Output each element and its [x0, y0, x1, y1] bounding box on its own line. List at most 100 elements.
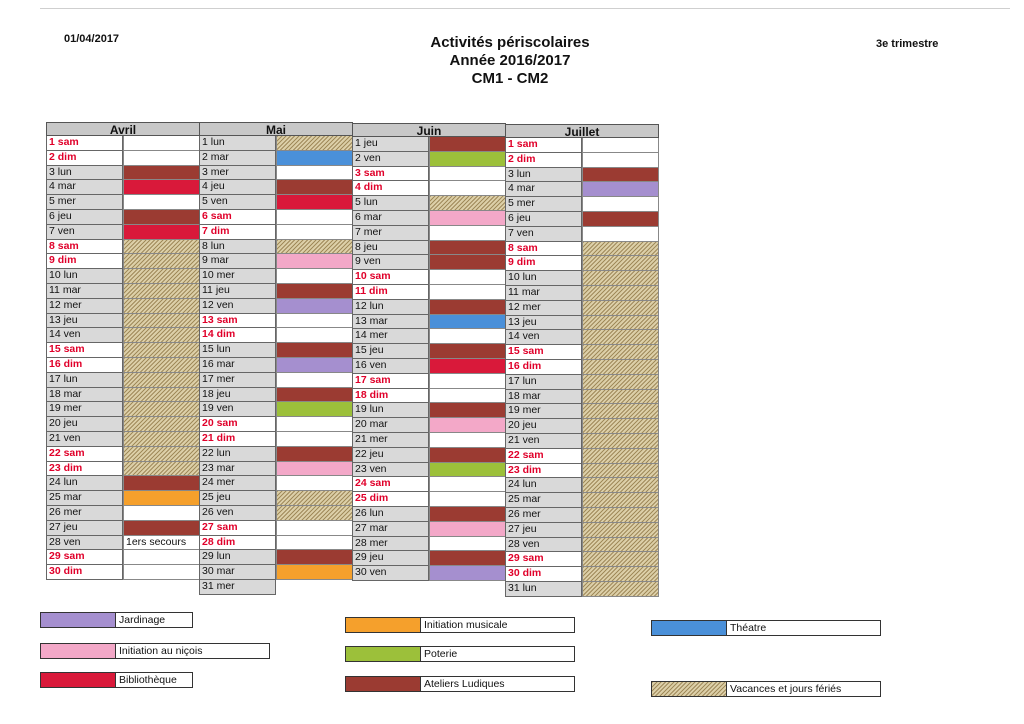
day-row: 3 lun — [505, 167, 659, 183]
legend-label-nicois: Initiation au niçois — [116, 643, 270, 659]
activity-cell — [276, 195, 353, 210]
activity-cell — [429, 447, 506, 463]
day-label: 11 mar — [46, 283, 123, 299]
day-row: 11 mar — [46, 283, 200, 299]
day-label: 5 ven — [199, 195, 276, 210]
legend-label-vacances: Vacances et jours fériés — [727, 681, 881, 697]
activity-cell — [582, 300, 659, 316]
day-row: 27 jeu — [505, 522, 659, 538]
day-row: 2 ven — [352, 151, 506, 167]
day-row: 25 mar — [505, 493, 659, 508]
day-row: 10 lun — [46, 269, 200, 284]
activity-cell — [582, 433, 659, 449]
day-row: 12 mer — [46, 298, 200, 314]
day-label: 13 jeu — [46, 313, 123, 329]
day-label: 15 sam — [46, 343, 123, 358]
day-row: 2 dim — [46, 150, 200, 166]
day-row: 4 mar — [46, 180, 200, 196]
day-label: 8 sam — [46, 239, 123, 255]
day-label: 30 ven — [352, 566, 429, 581]
month-1: Mai 1 lun 2 mar 3 mer 4 jeu 5 ven 6 sam 7 dim 8 … — [199, 122, 353, 595]
day-label: 26 mer — [46, 505, 123, 521]
day-label: 18 dim — [352, 388, 429, 404]
day-label: 25 jeu — [199, 491, 276, 506]
day-label: 5 lun — [352, 196, 429, 211]
day-label: 29 sam — [505, 552, 582, 568]
activity-cell — [276, 357, 353, 373]
day-label: 28 ven — [505, 537, 582, 553]
activity-cell — [582, 419, 659, 434]
day-row: 27 jeu — [46, 520, 200, 536]
activity-cell — [429, 284, 506, 300]
day-row: 26 mer — [505, 507, 659, 523]
day-row: 8 sam — [46, 239, 200, 255]
day-row: 23 dim — [505, 463, 659, 479]
day-row: 1 lun — [199, 136, 353, 151]
day-label: 5 mer — [505, 197, 582, 212]
activity-cell — [123, 150, 200, 166]
day-row: 23 ven — [352, 462, 506, 478]
activity-cell — [429, 151, 506, 167]
activity-cell — [276, 461, 353, 477]
activity-cell — [123, 180, 200, 196]
title-line-1: Activités périscolaires — [430, 34, 590, 51]
day-row: 22 jeu — [352, 447, 506, 463]
legend-theatre: Théatre — [651, 620, 881, 636]
activity-cell — [582, 567, 659, 582]
day-row: 30 dim — [46, 565, 200, 580]
day-label: 27 sam — [199, 520, 276, 536]
day-row: 17 sam — [352, 373, 506, 389]
day-label: 2 dim — [505, 152, 582, 168]
activity-cell — [429, 536, 506, 552]
activity-cell — [582, 167, 659, 183]
day-label: 26 lun — [352, 506, 429, 522]
activity-cell — [276, 476, 353, 492]
day-row: 19 lun — [352, 403, 506, 419]
day-row: 23 dim — [46, 461, 200, 477]
activity-cell — [123, 446, 200, 462]
activity-cell — [276, 136, 353, 151]
day-label: 21 mer — [352, 432, 429, 448]
day-row: 21 ven — [46, 431, 200, 447]
day-label: 4 dim — [352, 181, 429, 197]
activity-cell — [429, 137, 506, 152]
day-row: 23 mar — [199, 461, 353, 477]
activity-cell — [429, 418, 506, 433]
day-label: 5 mer — [46, 195, 123, 210]
activity-cell — [123, 136, 200, 151]
legend-label-poterie: Poterie — [421, 646, 575, 662]
day-row: 4 jeu — [199, 180, 353, 196]
activity-cell — [429, 299, 506, 315]
day-row: 18 jeu — [199, 387, 353, 403]
activity-cell — [123, 402, 200, 418]
day-row: 9 dim — [46, 254, 200, 270]
activity-cell — [123, 461, 200, 477]
day-row: 14 dim — [199, 328, 353, 344]
activity-cell — [123, 328, 200, 344]
activity-cell — [276, 535, 353, 551]
day-label: 29 lun — [199, 550, 276, 566]
day-label: 24 mer — [199, 476, 276, 492]
day-row: 26 ven — [199, 505, 353, 521]
legend-vacances: Vacances et jours fériés — [651, 681, 881, 697]
day-row: 13 jeu — [46, 313, 200, 329]
day-row: 19 mer — [46, 402, 200, 418]
day-row: 11 mar — [505, 285, 659, 301]
day-row: 11 dim — [352, 284, 506, 300]
activity-cell — [582, 507, 659, 523]
day-label: 6 sam — [199, 209, 276, 225]
activity-cell — [429, 492, 506, 507]
day-row: 6 sam — [199, 209, 353, 225]
activity-cell — [276, 387, 353, 403]
day-row: 4 dim — [352, 181, 506, 197]
activity-cell — [123, 491, 200, 506]
activity-cell — [582, 345, 659, 360]
activity-cell — [123, 165, 200, 181]
activity-cell — [582, 138, 659, 153]
day-label: 12 lun — [352, 299, 429, 315]
day-label: 28 mer — [352, 536, 429, 552]
month-3: Juillet 1 sam 2 dim 3 lun 4 mar 5 mer 6 jeu 7 v… — [505, 124, 659, 597]
day-row: 21 dim — [199, 431, 353, 447]
activity-cell — [276, 298, 353, 314]
day-row: 5 lun — [352, 196, 506, 211]
